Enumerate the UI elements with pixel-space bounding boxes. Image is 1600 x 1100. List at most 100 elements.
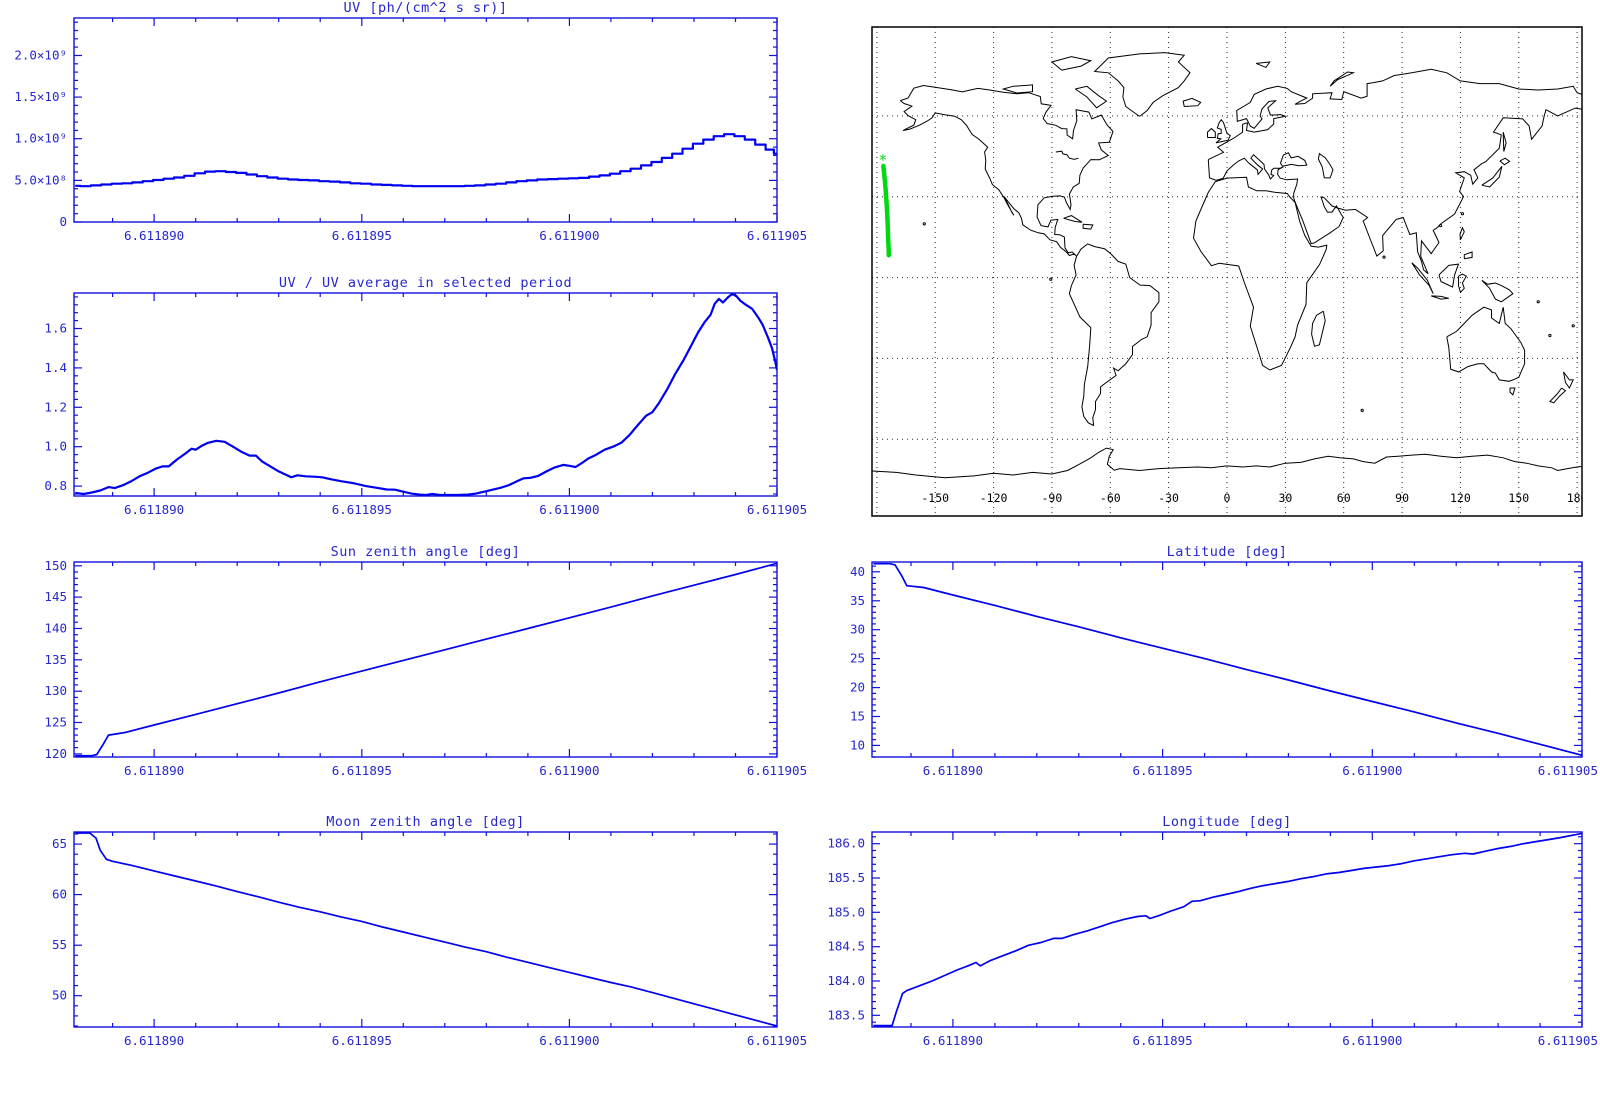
coastline	[1411, 262, 1434, 294]
map-graticule	[872, 27, 1582, 516]
uv-ratio-x-tick-label: 6.611895	[332, 502, 392, 517]
latitude-series-line	[873, 562, 1582, 757]
coastline	[872, 447, 1582, 479]
moon-zenith-y-tick-label: 50	[52, 988, 67, 1003]
coastline	[1548, 387, 1567, 404]
coastline	[1502, 131, 1507, 152]
coastline	[1063, 215, 1083, 223]
world-map: * -150 -120 -90 -60 -30 0 30 60 90 120 150 180	[871, 26, 1583, 517]
latitude-y-tick-label: 40	[850, 564, 865, 579]
moon-zenith-plot: 6.611890 6.611895 6.611900 6.611905 50 55 60 65	[52, 831, 807, 1048]
coastline	[1481, 165, 1503, 188]
island-dot	[1460, 212, 1465, 216]
uv-y-tick-label: 5.0×10⁸	[14, 172, 67, 187]
coastline	[1431, 295, 1449, 300]
uv-y-tick-label: 1.5×10⁹	[14, 89, 67, 104]
moon-zenith-y-tick-label: 65	[52, 836, 67, 851]
longitude-plot: 6.611890 6.611895 6.611900 6.611905 183.5 184…	[827, 831, 1598, 1048]
coastlines	[872, 52, 1582, 479]
map-lon-label: -150	[921, 491, 949, 505]
map-content: * -150 -120 -90 -60 -30 0 30 60 90 120 150 180	[872, 27, 1582, 516]
uv-ratio-axis-ticks	[74, 293, 778, 496]
island-dot	[922, 222, 926, 226]
coastline	[1446, 306, 1526, 382]
coastline	[1317, 152, 1334, 179]
island-dot	[1360, 408, 1364, 412]
latitude-plot: 6.611890 6.611895 6.611900 6.611905 10 15 20 25…	[850, 561, 1598, 778]
longitude-y-tick-label: 184.0	[827, 973, 865, 988]
coastline	[1563, 371, 1574, 389]
longitude-y-tick-label: 184.5	[827, 939, 865, 954]
map-lon-label: 60	[1337, 491, 1351, 505]
uv-y-tick-label: 2.0×10⁹	[14, 48, 67, 63]
uv-x-tick-label: 6.611905	[747, 228, 807, 243]
uv-y-tick-label: 0	[59, 214, 67, 229]
sun-zenith-y-tick-label: 125	[44, 715, 67, 730]
longitude-y-tick-label: 185.0	[827, 904, 865, 919]
map-lon-label: 120	[1450, 491, 1471, 505]
latitude-y-tick-label: 35	[850, 593, 865, 608]
coastline	[1279, 152, 1308, 167]
map-lon-label: 30	[1278, 491, 1292, 505]
coastline	[1207, 127, 1216, 138]
longitude-x-tick-label: 6.611905	[1538, 1033, 1598, 1048]
ground-track	[881, 163, 892, 258]
coastline	[1256, 61, 1271, 69]
longitude-x-tick-label: 6.611890	[923, 1033, 983, 1048]
latitude-x-tick-label: 6.611895	[1132, 763, 1192, 778]
longitude-axis-ticks	[872, 832, 1583, 1027]
coastline	[1438, 263, 1460, 288]
moon-zenith-plot-frame	[73, 831, 778, 1028]
uv-ratio-series-line	[75, 293, 777, 496]
coastline	[1182, 97, 1202, 107]
island-dot	[1571, 324, 1575, 328]
island-dot	[1049, 277, 1053, 281]
track-start-marker: *	[878, 151, 887, 169]
uv-ratio-plot: 6.611890 6.611895 6.611900 6.611905 0.8 1.0 1.…	[44, 292, 807, 517]
map-lon-label: 0	[1224, 491, 1231, 505]
coastline	[1311, 310, 1326, 347]
uv-axis-ticks	[74, 18, 778, 223]
uv-x-tick-label: 6.611890	[124, 228, 184, 243]
latitude-y-tick-label: 30	[850, 622, 865, 637]
uv-plot: 6.611890 6.611895 6.611900 6.611905 0 5.0×10⁸…	[14, 17, 807, 243]
coastline	[1082, 223, 1094, 230]
sun-zenith-x-tick-label: 6.611900	[539, 763, 599, 778]
moon-zenith-x-tick-label: 6.611905	[747, 1033, 807, 1048]
uv-plot-frame	[73, 17, 778, 223]
latitude-y-tick-label: 10	[850, 737, 865, 752]
longitude-series-line	[873, 832, 1582, 1027]
coastline	[1093, 52, 1191, 117]
latitude-x-tick-label: 6.611900	[1342, 763, 1402, 778]
uv-ratio-y-tick-label: 1.0	[44, 439, 67, 454]
coastline	[1001, 84, 1033, 94]
longitude-y-tick-label: 183.5	[827, 1007, 865, 1022]
uv-x-tick-label: 6.611895	[332, 228, 392, 243]
uv-ratio-x-tick-label: 6.611890	[124, 502, 184, 517]
latitude-plot-title: Latitude [deg]	[1166, 544, 1288, 560]
latitude-axis-ticks	[872, 562, 1583, 758]
coastline	[1050, 56, 1093, 71]
coastline	[1458, 273, 1467, 294]
latitude-y-tick-label: 15	[850, 709, 865, 724]
sun-zenith-y-tick-label: 135	[44, 652, 67, 667]
coastline	[1509, 387, 1516, 396]
uv-series-line	[75, 133, 777, 188]
sun-zenith-x-tick-label: 6.611895	[332, 763, 392, 778]
uv-ratio-x-tick-label: 6.611900	[539, 502, 599, 517]
longitude-x-tick-label: 6.611895	[1132, 1033, 1192, 1048]
uv-x-tick-label: 6.611900	[539, 228, 599, 243]
map-frame	[871, 26, 1583, 517]
sun-zenith-x-tick-label: 6.611890	[124, 763, 184, 778]
coastline	[1499, 157, 1511, 166]
sun-zenith-y-tick-label: 120	[44, 746, 67, 761]
uv-y-tick-label: 1.0×10⁹	[14, 131, 67, 146]
coastline	[1075, 85, 1108, 109]
coastline	[1459, 226, 1465, 241]
sun-zenith-y-tick-label: 140	[44, 621, 67, 636]
longitude-y-tick-label: 186.0	[827, 836, 865, 851]
map-lon-label: -30	[1158, 491, 1179, 505]
moon-zenith-axis-ticks	[74, 832, 778, 1027]
